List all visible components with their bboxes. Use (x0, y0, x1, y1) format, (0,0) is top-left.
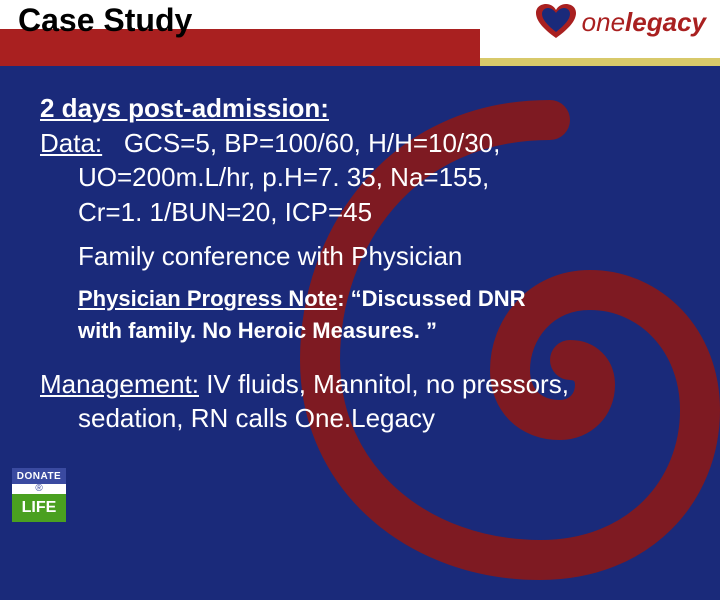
onelegacy-logo: onelegacy (534, 4, 706, 40)
data-label: Data: (40, 128, 102, 158)
header: Case Study onelegacy (0, 0, 720, 66)
data-line1: GCS=5, BP=100/60, H/H=10/30, (124, 128, 501, 158)
section-heading: 2 days post-admission: (40, 93, 329, 123)
slide-title: Case Study (18, 2, 192, 39)
family-conference: Family conference with Physician (40, 240, 680, 273)
logo-text: onelegacy (582, 7, 706, 38)
management-text2: sedation, RN calls One.Legacy (40, 402, 680, 435)
data-line2: UO=200m.L/hr, p.H=7. 35, Na=155, (40, 161, 680, 194)
management-text1: IV fluids, Mannitol, no pressors, (199, 369, 569, 399)
badge-top: DONATE (12, 468, 66, 484)
data-line3: Cr=1. 1/BUN=20, ICP=45 (40, 196, 680, 229)
management-label: Management: (40, 369, 199, 399)
progress-note-label: Physician Progress Note (78, 286, 337, 311)
heart-icon (534, 4, 578, 40)
slide-content: 2 days post-admission: Data: GCS=5, BP=1… (0, 66, 720, 435)
badge-reg: ® (12, 484, 66, 494)
donate-life-badge: DONATE ® LIFE (12, 468, 66, 528)
badge-bottom: LIFE (12, 494, 66, 522)
progress-note-text2: with family. No Heroic Measures. ” (78, 318, 437, 343)
progress-note-text1: : “Discussed DNR (337, 286, 525, 311)
